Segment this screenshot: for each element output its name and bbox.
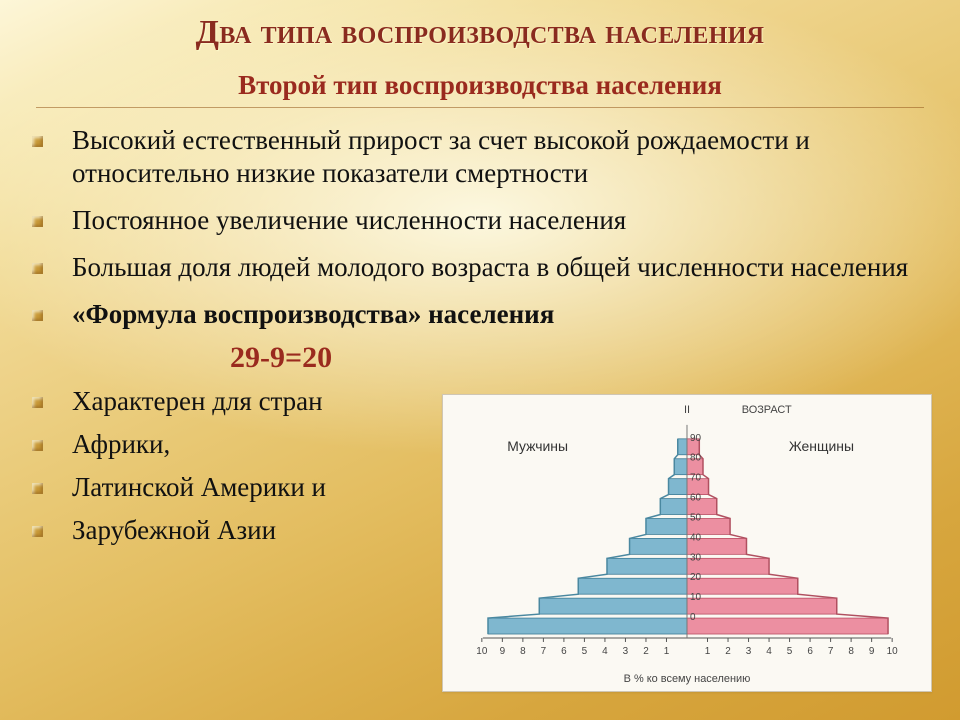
svg-text:70: 70 <box>690 473 702 484</box>
svg-text:0: 0 <box>690 612 696 623</box>
svg-text:40: 40 <box>690 532 702 543</box>
bullet-list-1: Высокий естественный прирост за счет выс… <box>0 124 960 331</box>
svg-text:9: 9 <box>869 646 875 657</box>
svg-text:7: 7 <box>541 646 547 657</box>
bullet-item: Латинской Америки и <box>58 471 448 504</box>
pyramid-left-label: Мужчины <box>507 438 568 454</box>
svg-text:6: 6 <box>807 646 813 657</box>
formula: 29-9=20 <box>0 341 960 375</box>
svg-text:50: 50 <box>690 512 702 523</box>
svg-text:2: 2 <box>643 646 649 657</box>
svg-text:1: 1 <box>705 646 711 657</box>
svg-text:7: 7 <box>828 646 834 657</box>
svg-text:60: 60 <box>690 493 702 504</box>
svg-text:1: 1 <box>664 646 670 657</box>
pyramid-bars-right <box>687 439 888 634</box>
bullet-item-formula-heading: «Формула воспроизводства» населения <box>58 298 910 331</box>
main-title: Два типа воспроизводства населения <box>0 0 960 56</box>
pyramid-top-center-label: II <box>684 404 690 416</box>
bullet-item: Зарубежной Азии <box>58 514 448 547</box>
svg-text:8: 8 <box>848 646 854 657</box>
svg-text:10: 10 <box>690 592 702 603</box>
svg-text:5: 5 <box>787 646 793 657</box>
bullet-item: Африки, <box>58 428 448 461</box>
svg-text:10: 10 <box>476 646 488 657</box>
pyramid-xticks-left: 10 9 8 7 6 5 4 3 2 1 <box>476 638 669 657</box>
pyramid-svg: II ВОЗРАСТ Мужчины Женщины 9080706050403… <box>443 395 931 692</box>
svg-text:2: 2 <box>725 646 731 657</box>
svg-text:20: 20 <box>690 572 702 583</box>
pyramid-bars-left <box>488 439 687 634</box>
slide: Два типа воспроизводства населения Второ… <box>0 0 960 720</box>
svg-text:8: 8 <box>520 646 526 657</box>
svg-text:4: 4 <box>602 646 608 657</box>
svg-text:10: 10 <box>887 646 899 657</box>
subtitle: Второй тип воспроизводства населения <box>0 56 960 103</box>
svg-text:3: 3 <box>746 646 752 657</box>
svg-text:80: 80 <box>690 453 702 464</box>
svg-text:30: 30 <box>690 552 702 563</box>
svg-text:9: 9 <box>500 646 506 657</box>
svg-text:5: 5 <box>582 646 588 657</box>
pyramid-right-label: Женщины <box>789 438 854 454</box>
pyramid-caption: В % ко всему населению <box>624 673 751 685</box>
pyramid-xticks-right: 1 2 3 4 5 6 7 8 9 10 <box>705 638 898 657</box>
bullet-item: Большая доля людей молодого возраста в о… <box>58 251 910 284</box>
svg-text:6: 6 <box>561 646 567 657</box>
bullet-item: Постоянное увеличение численности населе… <box>58 204 910 237</box>
bullet-item: Характерен для стран <box>58 385 448 418</box>
pyramid-age-label: ВОЗРАСТ <box>742 404 792 416</box>
svg-text:3: 3 <box>623 646 629 657</box>
svg-text:90: 90 <box>690 433 702 444</box>
title-divider <box>36 107 924 108</box>
bullet-item: Высокий естественный прирост за счет выс… <box>58 124 910 190</box>
svg-text:4: 4 <box>766 646 772 657</box>
population-pyramid: II ВОЗРАСТ Мужчины Женщины 9080706050403… <box>442 394 932 692</box>
